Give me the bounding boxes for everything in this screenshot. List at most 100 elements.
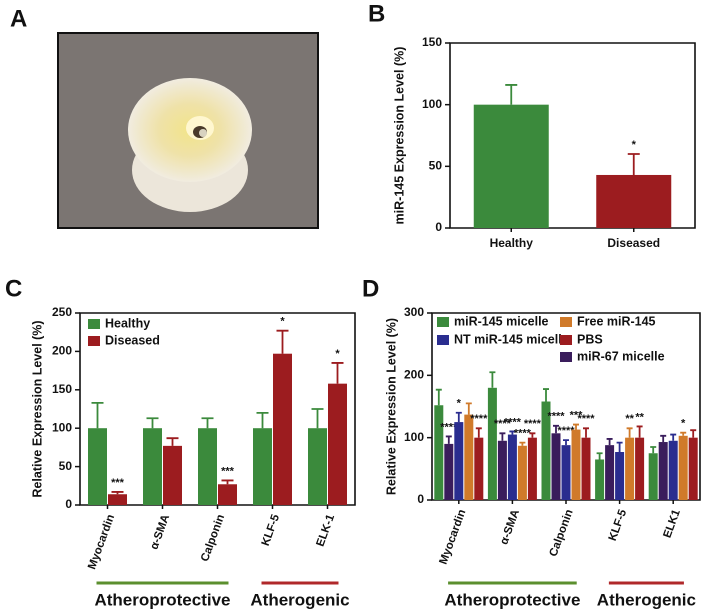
error-bar (331, 362, 344, 384)
error-bar (519, 441, 526, 446)
significance-label: * (457, 398, 462, 410)
bar (444, 443, 454, 500)
legend-label: Healthy (105, 316, 150, 330)
legend-swatch (560, 335, 572, 345)
y-tick-label: 200 (404, 368, 424, 382)
bar (635, 437, 645, 500)
bar (454, 422, 464, 500)
significance-label: **** (547, 411, 565, 423)
significance-label: **** (557, 425, 575, 437)
significance-label: * (632, 139, 637, 151)
panel-label: D (362, 275, 379, 302)
significance-label: *** (111, 477, 125, 489)
legend-swatch (560, 317, 572, 327)
significance-label: * (335, 348, 340, 360)
legend-label: PBS (577, 332, 603, 346)
bar (273, 353, 292, 505)
axes (79, 312, 356, 506)
significance-label: **** (577, 413, 595, 425)
y-tick-label: 0 (435, 220, 442, 234)
error-bar (670, 433, 677, 441)
error-bar (146, 417, 159, 429)
x-tick-label: ELK-1 (315, 512, 338, 548)
error-bar (435, 388, 442, 406)
bar (497, 440, 507, 500)
bar (253, 428, 272, 505)
bar (605, 445, 615, 500)
error-bar (627, 153, 640, 175)
bar (88, 428, 107, 505)
x-tick-label: KLF-5 (607, 507, 630, 542)
error-bar (509, 430, 516, 435)
bar (571, 429, 581, 500)
error-bar (616, 441, 623, 453)
error-bar (606, 438, 613, 446)
error-bar (650, 446, 657, 454)
significance-label: ** (625, 413, 634, 425)
y-axis-label: Relative Expression Level (%) (30, 320, 44, 497)
error-bar (690, 429, 697, 438)
y-axis-label: Relative Expression Level (%) (384, 318, 398, 495)
y-tick-label: 0 (65, 497, 72, 511)
legend-label: Diseased (105, 333, 160, 347)
legend-swatch (437, 335, 449, 345)
bar (328, 383, 347, 505)
significance-label: * (280, 316, 285, 328)
y-tick-label: 150 (422, 35, 442, 49)
significance-label: **** (514, 428, 532, 440)
error-bar (553, 424, 559, 434)
group-label: Atherogenic (597, 590, 696, 609)
y-tick-label: 50 (59, 459, 73, 473)
x-tick-label: KLF-5 (260, 512, 283, 547)
panel-label: A (10, 5, 27, 32)
error-bar (311, 408, 324, 429)
y-tick-label: 200 (52, 344, 72, 358)
y-tick-label: 250 (52, 305, 72, 319)
bar (615, 452, 625, 500)
error-bar (166, 437, 179, 446)
bar (581, 437, 591, 500)
error-bar (529, 432, 536, 438)
bar (668, 440, 678, 500)
error-bar (583, 427, 589, 438)
y-tick-label: 300 (404, 305, 424, 319)
bar (163, 445, 182, 505)
bar (507, 434, 517, 500)
error-bar (573, 423, 579, 430)
bar (464, 414, 474, 500)
significance-label: ** (635, 411, 644, 423)
significance-label: * (681, 418, 686, 430)
bar (218, 484, 237, 505)
legend-swatch (88, 336, 100, 346)
bar (198, 428, 217, 505)
error-bar (475, 427, 482, 438)
error-bar (201, 417, 214, 429)
error-bar (660, 434, 667, 443)
significance-label: **** (470, 413, 488, 425)
bar (487, 387, 497, 500)
significance-label: *** (221, 465, 235, 477)
group-label: Atheroprotective (94, 590, 230, 609)
legend-swatch (437, 317, 449, 327)
significance-label: **** (524, 418, 542, 430)
y-tick-label: 100 (404, 430, 424, 444)
bar (678, 435, 688, 500)
bar (308, 428, 327, 505)
x-tick-label: Diseased (607, 236, 660, 250)
y-axis-label: miR-145 Expression Level (%) (392, 47, 406, 225)
error-bar (256, 411, 269, 429)
significance-label: **** (440, 421, 458, 433)
y-tick-label: 0 (417, 492, 424, 506)
bar (625, 437, 635, 500)
photo (57, 32, 319, 229)
legend-swatch (560, 352, 572, 362)
error-bar (276, 329, 289, 354)
error-bar (465, 402, 472, 415)
panel-label: C (5, 275, 22, 302)
y-tick-label: 150 (52, 382, 72, 396)
significance-label: **** (504, 416, 522, 428)
error-bar (636, 425, 643, 438)
x-tick-label: α-SMA (148, 513, 172, 551)
error-bar (596, 452, 603, 460)
